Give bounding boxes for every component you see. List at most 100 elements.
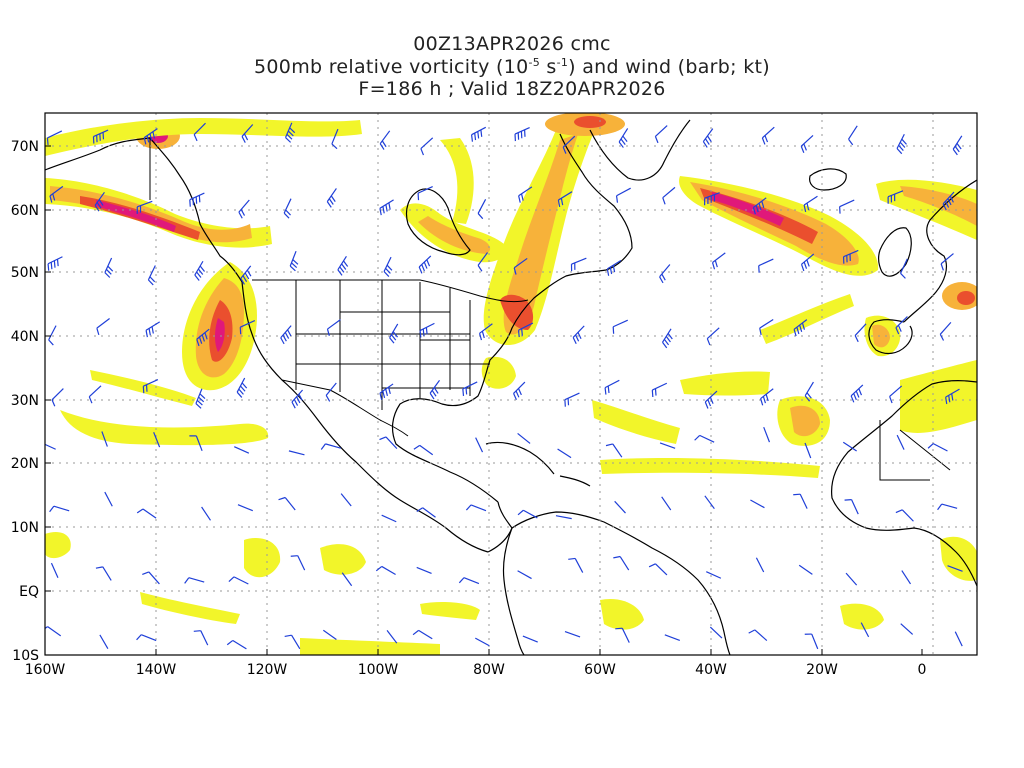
wind-barb: [325, 382, 337, 402]
wind-barb: [706, 571, 722, 579]
lat-label: 10N: [11, 520, 39, 536]
vort-band-alaska-peak: [96, 200, 176, 232]
wind-barb: [418, 255, 432, 274]
wind-barb: [92, 129, 109, 144]
map-frame: [44, 112, 978, 656]
lon-label: 140W: [136, 662, 177, 678]
wind-barb: [842, 249, 859, 264]
lon-label: 20W: [806, 662, 838, 678]
vort-blob-tropics-8: [840, 603, 884, 630]
wind-barb: [803, 195, 818, 212]
wind-barb: [651, 382, 668, 398]
wind-barb: [477, 252, 489, 272]
wind-barb: [613, 555, 630, 571]
wind-barb: [605, 443, 623, 458]
wind-barb: [379, 130, 391, 150]
wind-barb: [901, 570, 912, 585]
vort-band-iberia-core: [872, 324, 890, 348]
vort-band-subtropical-pacific: [60, 410, 269, 446]
wind-barb: [143, 128, 158, 145]
wind-barb: [761, 126, 775, 145]
wind-barb: [326, 319, 341, 336]
wind-barb: [383, 256, 393, 278]
lon-label: 160W: [25, 662, 66, 678]
coast-british-isles: [878, 227, 912, 277]
wind-barb: [648, 563, 668, 576]
wind-barb: [419, 322, 435, 338]
wind-barb: [379, 383, 394, 401]
wind-barb: [606, 260, 622, 276]
vort-band-baffin: [440, 138, 474, 224]
wind-barb: [896, 133, 907, 155]
wind-barb: [285, 122, 296, 143]
wind-barb: [240, 265, 252, 285]
wind-barb: [193, 630, 209, 646]
wind-barb: [517, 570, 532, 580]
wind-barb: [228, 576, 249, 585]
wind-barb: [702, 128, 714, 148]
vort-band-gulf: [481, 356, 516, 389]
vort-band-trade-winds: [600, 458, 820, 478]
wind-barb: [290, 555, 306, 571]
lat-label: EQ: [19, 584, 39, 600]
vort-max-europe-core: [957, 291, 975, 305]
wind-barb: [800, 253, 815, 272]
vort-band-new-england-max: [500, 294, 534, 330]
wind-barb: [854, 323, 867, 343]
wind-barb: [704, 390, 718, 409]
coast-alaska: [45, 137, 243, 283]
wind-barb: [322, 629, 337, 640]
wind-barb: [755, 557, 765, 573]
lat-label: 10S: [12, 648, 39, 664]
wind-barb: [895, 509, 914, 522]
vort-band-north-atlantic-peak: [712, 192, 784, 226]
wind-barb: [47, 256, 63, 271]
wind-barb: [88, 385, 102, 404]
vort-max-greenland-core: [574, 116, 606, 128]
wind-barb: [470, 126, 487, 142]
coast-west-north-america: [241, 281, 489, 553]
wind-barb: [942, 191, 955, 211]
wind-barb: [95, 566, 112, 581]
wind-barb: [895, 316, 908, 335]
wind-barb: [195, 388, 206, 409]
wind-barb: [284, 634, 301, 650]
wind-barb: [416, 566, 432, 574]
lon-label: 0: [918, 662, 927, 678]
wind-barb: [704, 495, 715, 510]
wind-barb: [860, 622, 870, 638]
wind-barb: [49, 185, 64, 203]
wind-barb: [694, 434, 715, 443]
lat-label: 20N: [11, 456, 39, 472]
wind-barb: [48, 325, 57, 346]
wind-barb: [555, 515, 572, 520]
coast-gulf-mexico: [391, 359, 499, 503]
wind-barb: [954, 631, 963, 647]
wind-barb: [196, 328, 210, 347]
wind-barb: [664, 634, 681, 642]
wind-barb: [341, 572, 353, 587]
wind-barb: [615, 187, 631, 203]
wind-barb: [896, 434, 905, 450]
wind-barb: [104, 257, 114, 278]
wind-barb: [618, 128, 629, 148]
coast-iberia: [868, 319, 913, 355]
vort-blob-atlantic-2: [680, 371, 770, 396]
wind-barb: [142, 379, 159, 394]
coast-iceland: [809, 168, 847, 191]
wind-barb: [417, 186, 433, 201]
graticule: [45, 113, 977, 655]
wind-barb: [239, 320, 256, 335]
vort-blob-atlantic-4: [592, 400, 680, 444]
wind-barb: [844, 499, 859, 515]
vort-blob-tropics-1: [45, 531, 71, 559]
wind-barb: [900, 623, 914, 635]
vort-blob-tropics-2: [244, 538, 281, 578]
wind-barb: [184, 577, 205, 584]
coast-east-north-america: [489, 133, 633, 361]
wind-barb: [839, 199, 855, 214]
wind-barb: [194, 260, 205, 281]
wind-barb: [99, 634, 109, 650]
vort-blob-tropics-6: [420, 602, 480, 620]
